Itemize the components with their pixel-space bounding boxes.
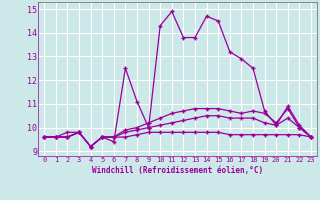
X-axis label: Windchill (Refroidissement éolien,°C): Windchill (Refroidissement éolien,°C) [92, 166, 263, 175]
